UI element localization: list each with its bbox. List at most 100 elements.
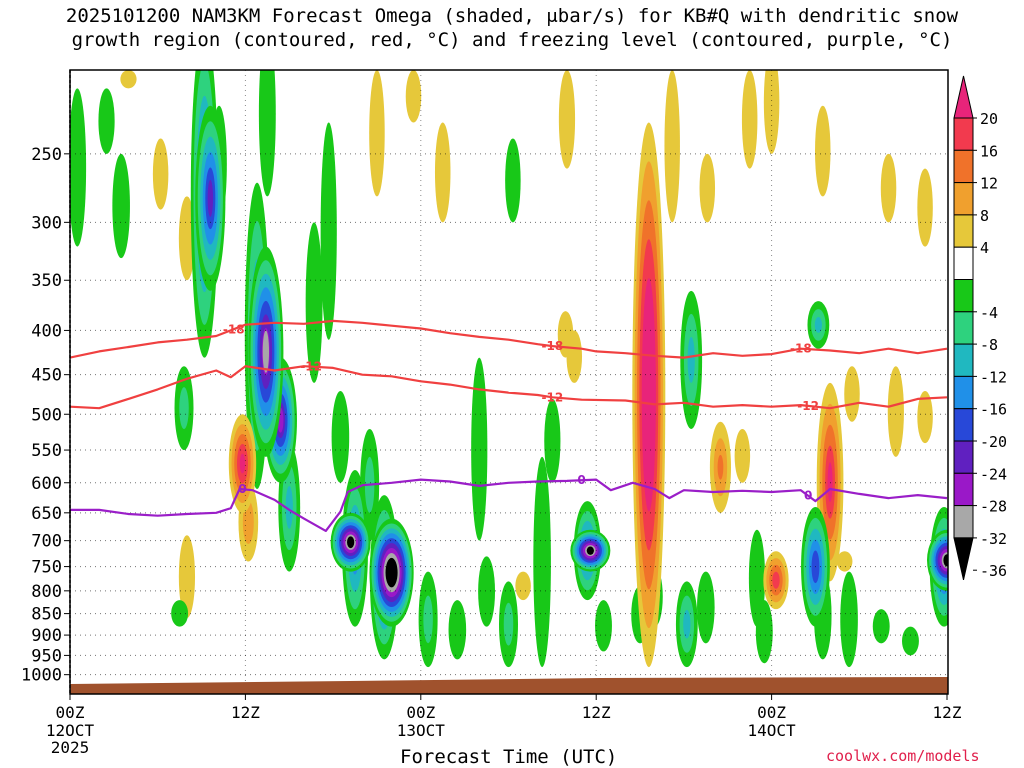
y-tick-label: 1000 (21, 666, 62, 686)
colorbar-swatch (953, 505, 974, 539)
omega-contour-fill (331, 391, 350, 483)
omega-contour-fill (641, 278, 656, 512)
colorbar-label: -12 (980, 368, 1007, 386)
contour-label: 0 (238, 482, 246, 496)
colorbar-swatch (953, 279, 974, 313)
omega-contour-fill (544, 398, 561, 483)
omega-contour-fill (207, 179, 214, 217)
x-tick-label: 00Z (406, 703, 435, 722)
omega-cell (248, 246, 284, 457)
omega-contour-fill (515, 571, 531, 601)
omega-contour-fill (827, 462, 833, 502)
colorbar-label: -32 (980, 530, 1007, 548)
omega-cell (664, 70, 680, 223)
omega-cell (741, 70, 758, 169)
omega-cell (763, 70, 780, 154)
omega-contour-fill (471, 357, 488, 541)
omega-cell (680, 290, 703, 429)
x-tick-year: 2025 (51, 738, 90, 757)
chart-title: 2025101200 NAM3KM Forecast Omega (shaded… (0, 4, 1024, 52)
omega-contour-fill (844, 366, 860, 422)
grid-lines (70, 70, 948, 694)
omega-contour-fill (347, 536, 355, 549)
omega-cell (697, 571, 715, 644)
omega-cell (171, 600, 189, 627)
y-tick-label: 400 (31, 321, 62, 341)
omega-cell (840, 571, 858, 668)
omega-contour-fill (152, 138, 169, 210)
colorbar-label: -8 (980, 336, 998, 354)
omega-cell (405, 70, 422, 123)
omega-cell (570, 529, 611, 572)
omega-contour-fill (699, 153, 716, 223)
omega-contour-fill (478, 556, 496, 627)
omega-contour-fill (171, 600, 189, 627)
x-tick-label: 12Z (582, 703, 611, 722)
omega-contour-fill (385, 557, 398, 588)
colorbar-label: -24 (980, 465, 1007, 483)
y-tick-label: 350 (31, 271, 62, 291)
omega-contour-fill (239, 453, 246, 474)
omega-cell (807, 301, 830, 349)
omega-cell (178, 535, 196, 619)
omega-cell (505, 138, 521, 223)
colorbar: 20 16 12 8 4 -4 -8 -12 -16 -20 -24 -28 -32 -36 (953, 75, 1007, 580)
credit-link[interactable]: coolwx.com/models (826, 747, 980, 765)
omega-contour-fill (872, 609, 890, 644)
contour-freezing_level (70, 478, 948, 532)
omega-contour-fill (664, 70, 680, 223)
colorbar-label: -4 (980, 304, 998, 322)
omega-cell (844, 366, 860, 422)
colorbar-swatch (953, 117, 974, 151)
omega-cell (675, 581, 698, 668)
y-tick-label: 600 (31, 474, 62, 494)
colorbar-label: -36 (980, 562, 1007, 580)
x-tick-label: 12Z (231, 703, 260, 722)
colorbar-label: 12 (980, 175, 998, 193)
omega-contour-fill (423, 595, 433, 644)
x-tick-date: 13OCT (397, 721, 446, 740)
omega-contour-fill (815, 105, 831, 197)
colorbar-top-arrow (953, 75, 974, 119)
omega-cell (709, 421, 731, 513)
contour-dendritic_minus12 (70, 365, 948, 410)
omega-contour-fill (887, 366, 904, 457)
omega-cell (418, 571, 438, 668)
omega-contour-fill (917, 168, 933, 247)
omega-contour-fill (741, 70, 758, 169)
y-axis: 2503003504004505005506006507007508008509… (21, 145, 70, 686)
omega-cell (748, 529, 766, 627)
y-tick-label: 300 (31, 213, 62, 233)
omega-cell (112, 153, 130, 259)
omega-contour-fill (683, 609, 691, 639)
omega-cell (152, 138, 169, 210)
y-tick-label: 800 (31, 582, 62, 602)
omega-cell (558, 70, 576, 169)
omega-cell (815, 105, 831, 197)
omega-contour-fill (755, 600, 773, 664)
x-axis-title: Forecast Time (UTC) (400, 746, 618, 768)
omega-contour-fill (285, 485, 293, 529)
terrain (70, 677, 948, 694)
omega-contour-fill (258, 70, 276, 197)
omega-cell (755, 600, 773, 664)
colorbar-swatch (953, 440, 974, 474)
omega-cell (515, 571, 531, 601)
omega-cell (902, 626, 919, 656)
omega-contour-fill (943, 554, 948, 567)
omega-cell (544, 398, 561, 483)
contour-label: -18 (542, 339, 564, 353)
omega-contour-fill (369, 70, 385, 197)
y-tick-label: 950 (31, 646, 62, 666)
omega-cell (917, 168, 933, 247)
y-tick-label: 650 (31, 504, 62, 524)
omega-cell (305, 222, 323, 383)
y-tick-label: 450 (31, 366, 62, 386)
contour-label: -12 (797, 399, 819, 413)
omega-contour-fill (448, 600, 467, 660)
omega-cell (98, 88, 115, 154)
omega-contour-fill (836, 551, 853, 572)
plot-frame (69, 69, 949, 695)
omega-contour-fill (262, 330, 270, 373)
